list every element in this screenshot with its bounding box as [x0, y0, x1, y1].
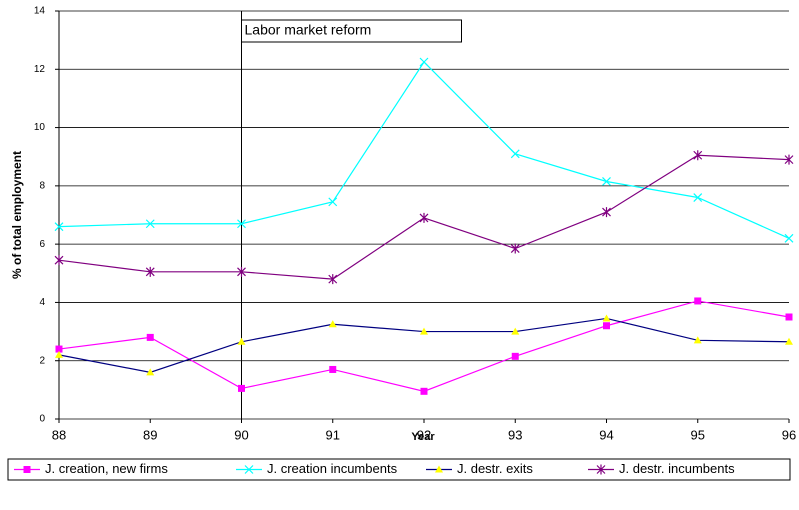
y-tick-label: 0: [39, 414, 45, 425]
x-tick-label: 95: [691, 427, 705, 442]
marker: [596, 464, 606, 475]
legend-label: J. destr. exits: [457, 461, 533, 476]
marker: [435, 465, 443, 473]
marker: [328, 274, 338, 285]
marker: [420, 327, 428, 335]
x-tick-label: 94: [599, 427, 613, 442]
marker: [329, 365, 337, 373]
y-tick-label: 6: [39, 239, 45, 250]
legend-label: J. creation, new firms: [45, 461, 168, 476]
x-axis-label: Year: [411, 431, 435, 443]
annotation-box: [241, 19, 462, 43]
series-line: [58, 317, 790, 373]
marker: [602, 314, 611, 322]
series-line: [58, 300, 790, 392]
marker: [419, 212, 429, 223]
x-tick-label: 90: [234, 427, 248, 442]
y-tick-label: 14: [34, 6, 46, 17]
marker: [237, 219, 246, 229]
marker: [693, 150, 703, 161]
y-tick-label: 2: [39, 355, 45, 366]
y-tick-label: 12: [34, 64, 46, 75]
marker: [602, 177, 611, 186]
marker: [510, 243, 520, 254]
y-tick-label: 8: [39, 180, 45, 191]
x-tick-label: 88: [52, 427, 66, 442]
legend-label: J. destr. incumbents: [619, 461, 735, 476]
marker: [785, 337, 793, 345]
marker: [54, 222, 64, 232]
marker: [420, 387, 428, 395]
marker: [244, 465, 254, 474]
marker: [238, 384, 245, 392]
y-tick-label: 10: [34, 122, 46, 133]
marker: [602, 207, 611, 218]
marker: [511, 327, 520, 335]
marker: [694, 297, 702, 305]
marker: [693, 336, 702, 344]
marker: [145, 266, 155, 277]
x-tick-label: 92: [417, 427, 431, 442]
marker: [55, 350, 63, 358]
marker: [785, 313, 793, 321]
marker: [419, 57, 429, 67]
marker: [693, 193, 703, 202]
legend-label: J. creation incumbents: [267, 461, 398, 476]
marker: [511, 352, 519, 360]
marker: [784, 154, 794, 165]
series-line: [58, 61, 790, 239]
marker: [55, 345, 63, 353]
marker: [510, 149, 520, 159]
marker: [328, 197, 338, 207]
legend-box: [7, 458, 791, 481]
x-tick-label: 96: [782, 427, 796, 442]
y-axis-label: % of total employment: [10, 151, 24, 279]
marker: [145, 219, 155, 229]
x-tick-label: 93: [508, 427, 522, 442]
marker: [54, 255, 64, 266]
x-tick-label: 91: [326, 427, 340, 442]
annotation-text: Labor market reform: [245, 22, 372, 38]
marker: [603, 322, 610, 330]
marker: [784, 233, 794, 243]
marker: [23, 466, 31, 473]
marker: [146, 333, 154, 341]
marker: [237, 337, 246, 345]
marker: [237, 266, 246, 277]
y-tick-label: 4: [39, 297, 45, 308]
marker: [146, 368, 155, 376]
x-tick-label: 89: [143, 427, 157, 442]
marker: [328, 320, 337, 328]
